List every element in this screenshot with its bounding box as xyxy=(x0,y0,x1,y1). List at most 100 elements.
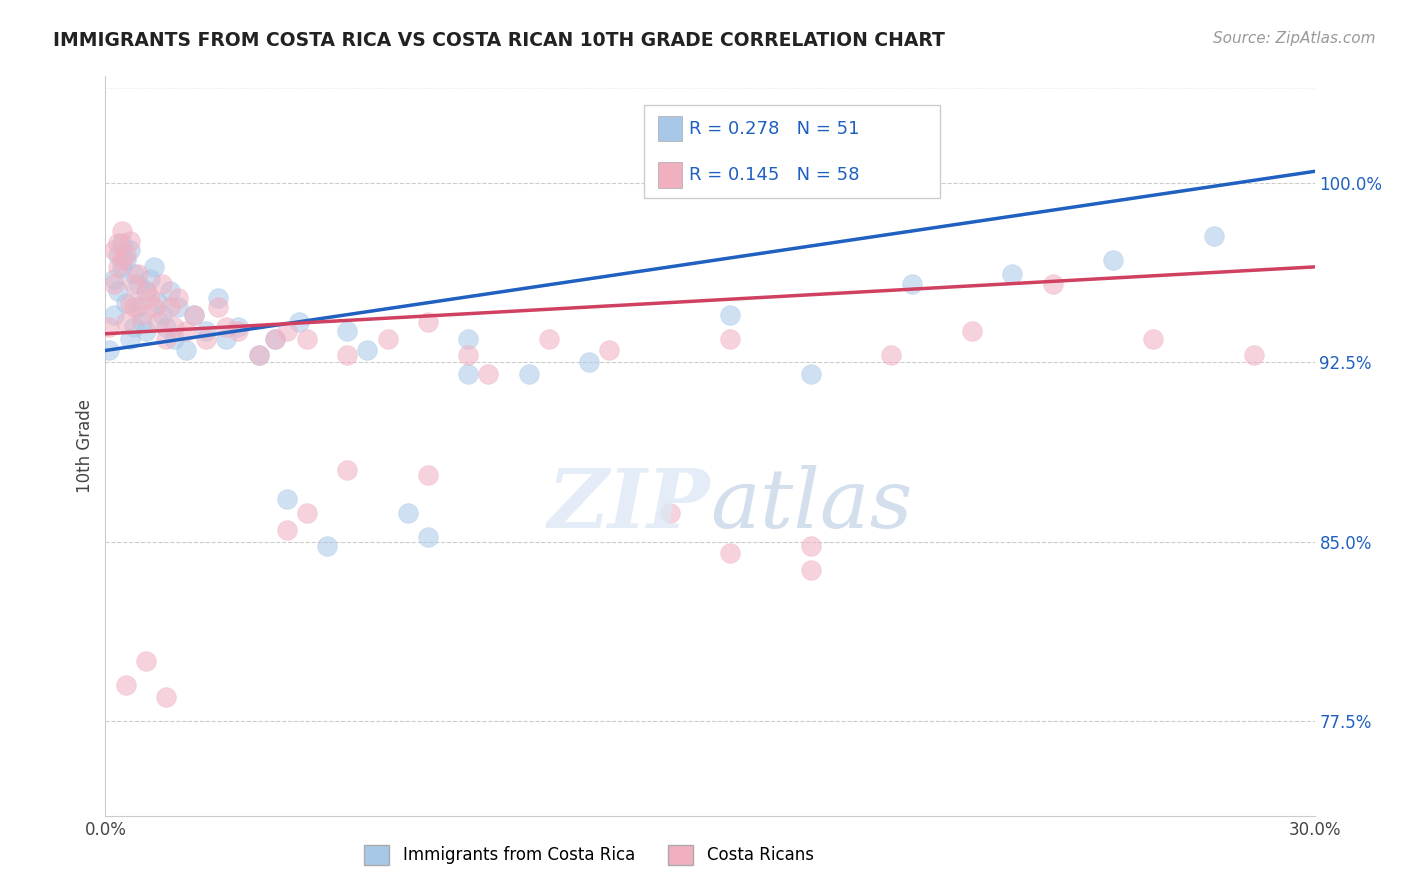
Point xyxy=(142,301,165,315)
Point xyxy=(110,260,132,274)
Point xyxy=(107,260,129,274)
Point xyxy=(477,368,499,382)
Point xyxy=(960,324,983,338)
Point xyxy=(135,284,157,298)
Point xyxy=(537,332,560,346)
Point xyxy=(142,260,165,274)
Point xyxy=(103,272,125,286)
Point xyxy=(114,252,136,267)
Point xyxy=(135,284,157,298)
Point xyxy=(127,301,149,315)
Point xyxy=(114,248,136,262)
Point xyxy=(263,332,285,346)
Point xyxy=(131,315,153,329)
Point xyxy=(139,272,162,286)
Point xyxy=(155,319,177,334)
Point xyxy=(800,563,823,577)
Point xyxy=(276,491,298,506)
Text: Source: ZipAtlas.com: Source: ZipAtlas.com xyxy=(1212,31,1375,46)
Point xyxy=(122,301,145,315)
Point xyxy=(658,506,681,520)
Point xyxy=(578,355,600,369)
Point xyxy=(167,291,190,305)
Point xyxy=(247,348,270,362)
Point xyxy=(247,348,270,362)
Point xyxy=(146,295,169,310)
Point xyxy=(107,235,129,250)
Point xyxy=(1243,348,1265,362)
Point xyxy=(336,324,359,338)
Point xyxy=(207,291,229,305)
Point xyxy=(122,319,145,334)
Point xyxy=(377,332,399,346)
Point xyxy=(718,308,741,322)
Point xyxy=(263,332,285,346)
Point xyxy=(416,467,439,482)
Point xyxy=(276,324,298,338)
Point xyxy=(155,690,177,704)
Point xyxy=(800,368,823,382)
Point xyxy=(457,348,479,362)
Point xyxy=(139,291,162,305)
Point xyxy=(107,248,129,262)
Point xyxy=(183,308,205,322)
Point xyxy=(880,348,903,362)
Point xyxy=(150,308,173,322)
Point xyxy=(215,319,238,334)
Point xyxy=(118,332,141,346)
Point xyxy=(163,332,186,346)
Point xyxy=(127,267,149,281)
Point xyxy=(900,277,922,291)
Point xyxy=(800,539,823,553)
Point xyxy=(131,308,153,322)
Point xyxy=(1142,332,1164,346)
Point xyxy=(103,243,125,257)
Point xyxy=(356,343,378,358)
Point xyxy=(155,332,177,346)
Point xyxy=(127,277,149,291)
Text: R = 0.145   N = 58: R = 0.145 N = 58 xyxy=(689,166,859,184)
Point xyxy=(110,224,132,238)
Point xyxy=(118,243,141,257)
Point xyxy=(1042,277,1064,291)
Point xyxy=(288,315,311,329)
Y-axis label: 10th Grade: 10th Grade xyxy=(76,399,94,493)
Point xyxy=(195,324,218,338)
Text: ZIP: ZIP xyxy=(547,466,710,545)
Point xyxy=(1202,228,1225,243)
Point xyxy=(107,284,129,298)
Point xyxy=(598,343,620,358)
Point xyxy=(98,319,121,334)
Point xyxy=(167,301,190,315)
Point xyxy=(163,319,186,334)
Point xyxy=(122,267,145,281)
Point xyxy=(416,315,439,329)
Point xyxy=(159,284,181,298)
Point xyxy=(183,308,205,322)
Point xyxy=(416,530,439,544)
Point xyxy=(118,295,141,310)
Text: atlas: atlas xyxy=(710,466,912,545)
Point xyxy=(114,678,136,692)
Text: IMMIGRANTS FROM COSTA RICA VS COSTA RICAN 10TH GRADE CORRELATION CHART: IMMIGRANTS FROM COSTA RICA VS COSTA RICA… xyxy=(53,31,945,50)
Point xyxy=(103,277,125,291)
Point xyxy=(207,301,229,315)
Point xyxy=(215,332,238,346)
Point xyxy=(396,506,419,520)
Point xyxy=(316,539,339,553)
Point xyxy=(118,234,141,248)
Point xyxy=(457,332,479,346)
Point xyxy=(1001,267,1024,281)
Point xyxy=(110,252,132,267)
Point xyxy=(718,546,741,560)
Point xyxy=(295,332,318,346)
Point xyxy=(457,368,479,382)
Point xyxy=(122,277,145,291)
Point xyxy=(174,343,197,358)
Point xyxy=(228,319,250,334)
Point xyxy=(114,315,136,329)
Point xyxy=(276,523,298,537)
Point xyxy=(135,324,157,338)
Point xyxy=(114,295,136,310)
Point xyxy=(228,324,250,338)
